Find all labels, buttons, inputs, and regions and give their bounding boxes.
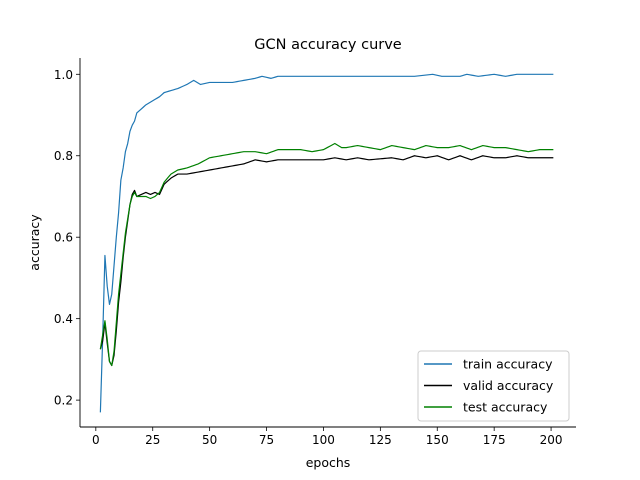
y-tick-label: 0.6 bbox=[54, 231, 73, 245]
x-axis-label: epochs bbox=[306, 455, 351, 470]
legend: train accuracy valid accuracy test accurac… bbox=[417, 350, 570, 422]
x-tick-label: 150 bbox=[426, 433, 449, 447]
x-tick-label: 75 bbox=[259, 433, 274, 447]
y-tick-label: 0.2 bbox=[54, 394, 73, 408]
series-line-1 bbox=[99, 155, 554, 367]
chart-title: GCN accuracy curve bbox=[254, 37, 402, 53]
legend-label-2: test accuracy bbox=[463, 400, 548, 415]
y-tick-label: 1.0 bbox=[54, 68, 73, 82]
x-tick-label: 50 bbox=[202, 433, 217, 447]
x-tick-label: 25 bbox=[145, 433, 160, 447]
x-tick-label: 100 bbox=[312, 433, 335, 447]
legend-label-0: train accuracy bbox=[463, 357, 553, 372]
x-ticks: 0 25 50 75 100 125 150 175 200 bbox=[92, 427, 563, 447]
y-tick-label: 0.4 bbox=[54, 312, 73, 326]
y-tick-label: 0.8 bbox=[54, 149, 73, 163]
x-tick-label: 125 bbox=[369, 433, 392, 447]
legend-box bbox=[417, 350, 570, 422]
legend-label-1: valid accuracy bbox=[463, 378, 554, 393]
series-line-2 bbox=[99, 142, 554, 367]
plot-lines bbox=[99, 73, 554, 413]
series-line-0 bbox=[99, 73, 554, 413]
x-tick-label: 200 bbox=[540, 433, 563, 447]
x-tick-label: 0 bbox=[92, 433, 100, 447]
y-ticks: 0.2 0.4 0.6 0.8 1.0 bbox=[54, 68, 80, 408]
y-axis-label: accuracy bbox=[27, 214, 42, 271]
x-tick-label: 175 bbox=[483, 433, 506, 447]
